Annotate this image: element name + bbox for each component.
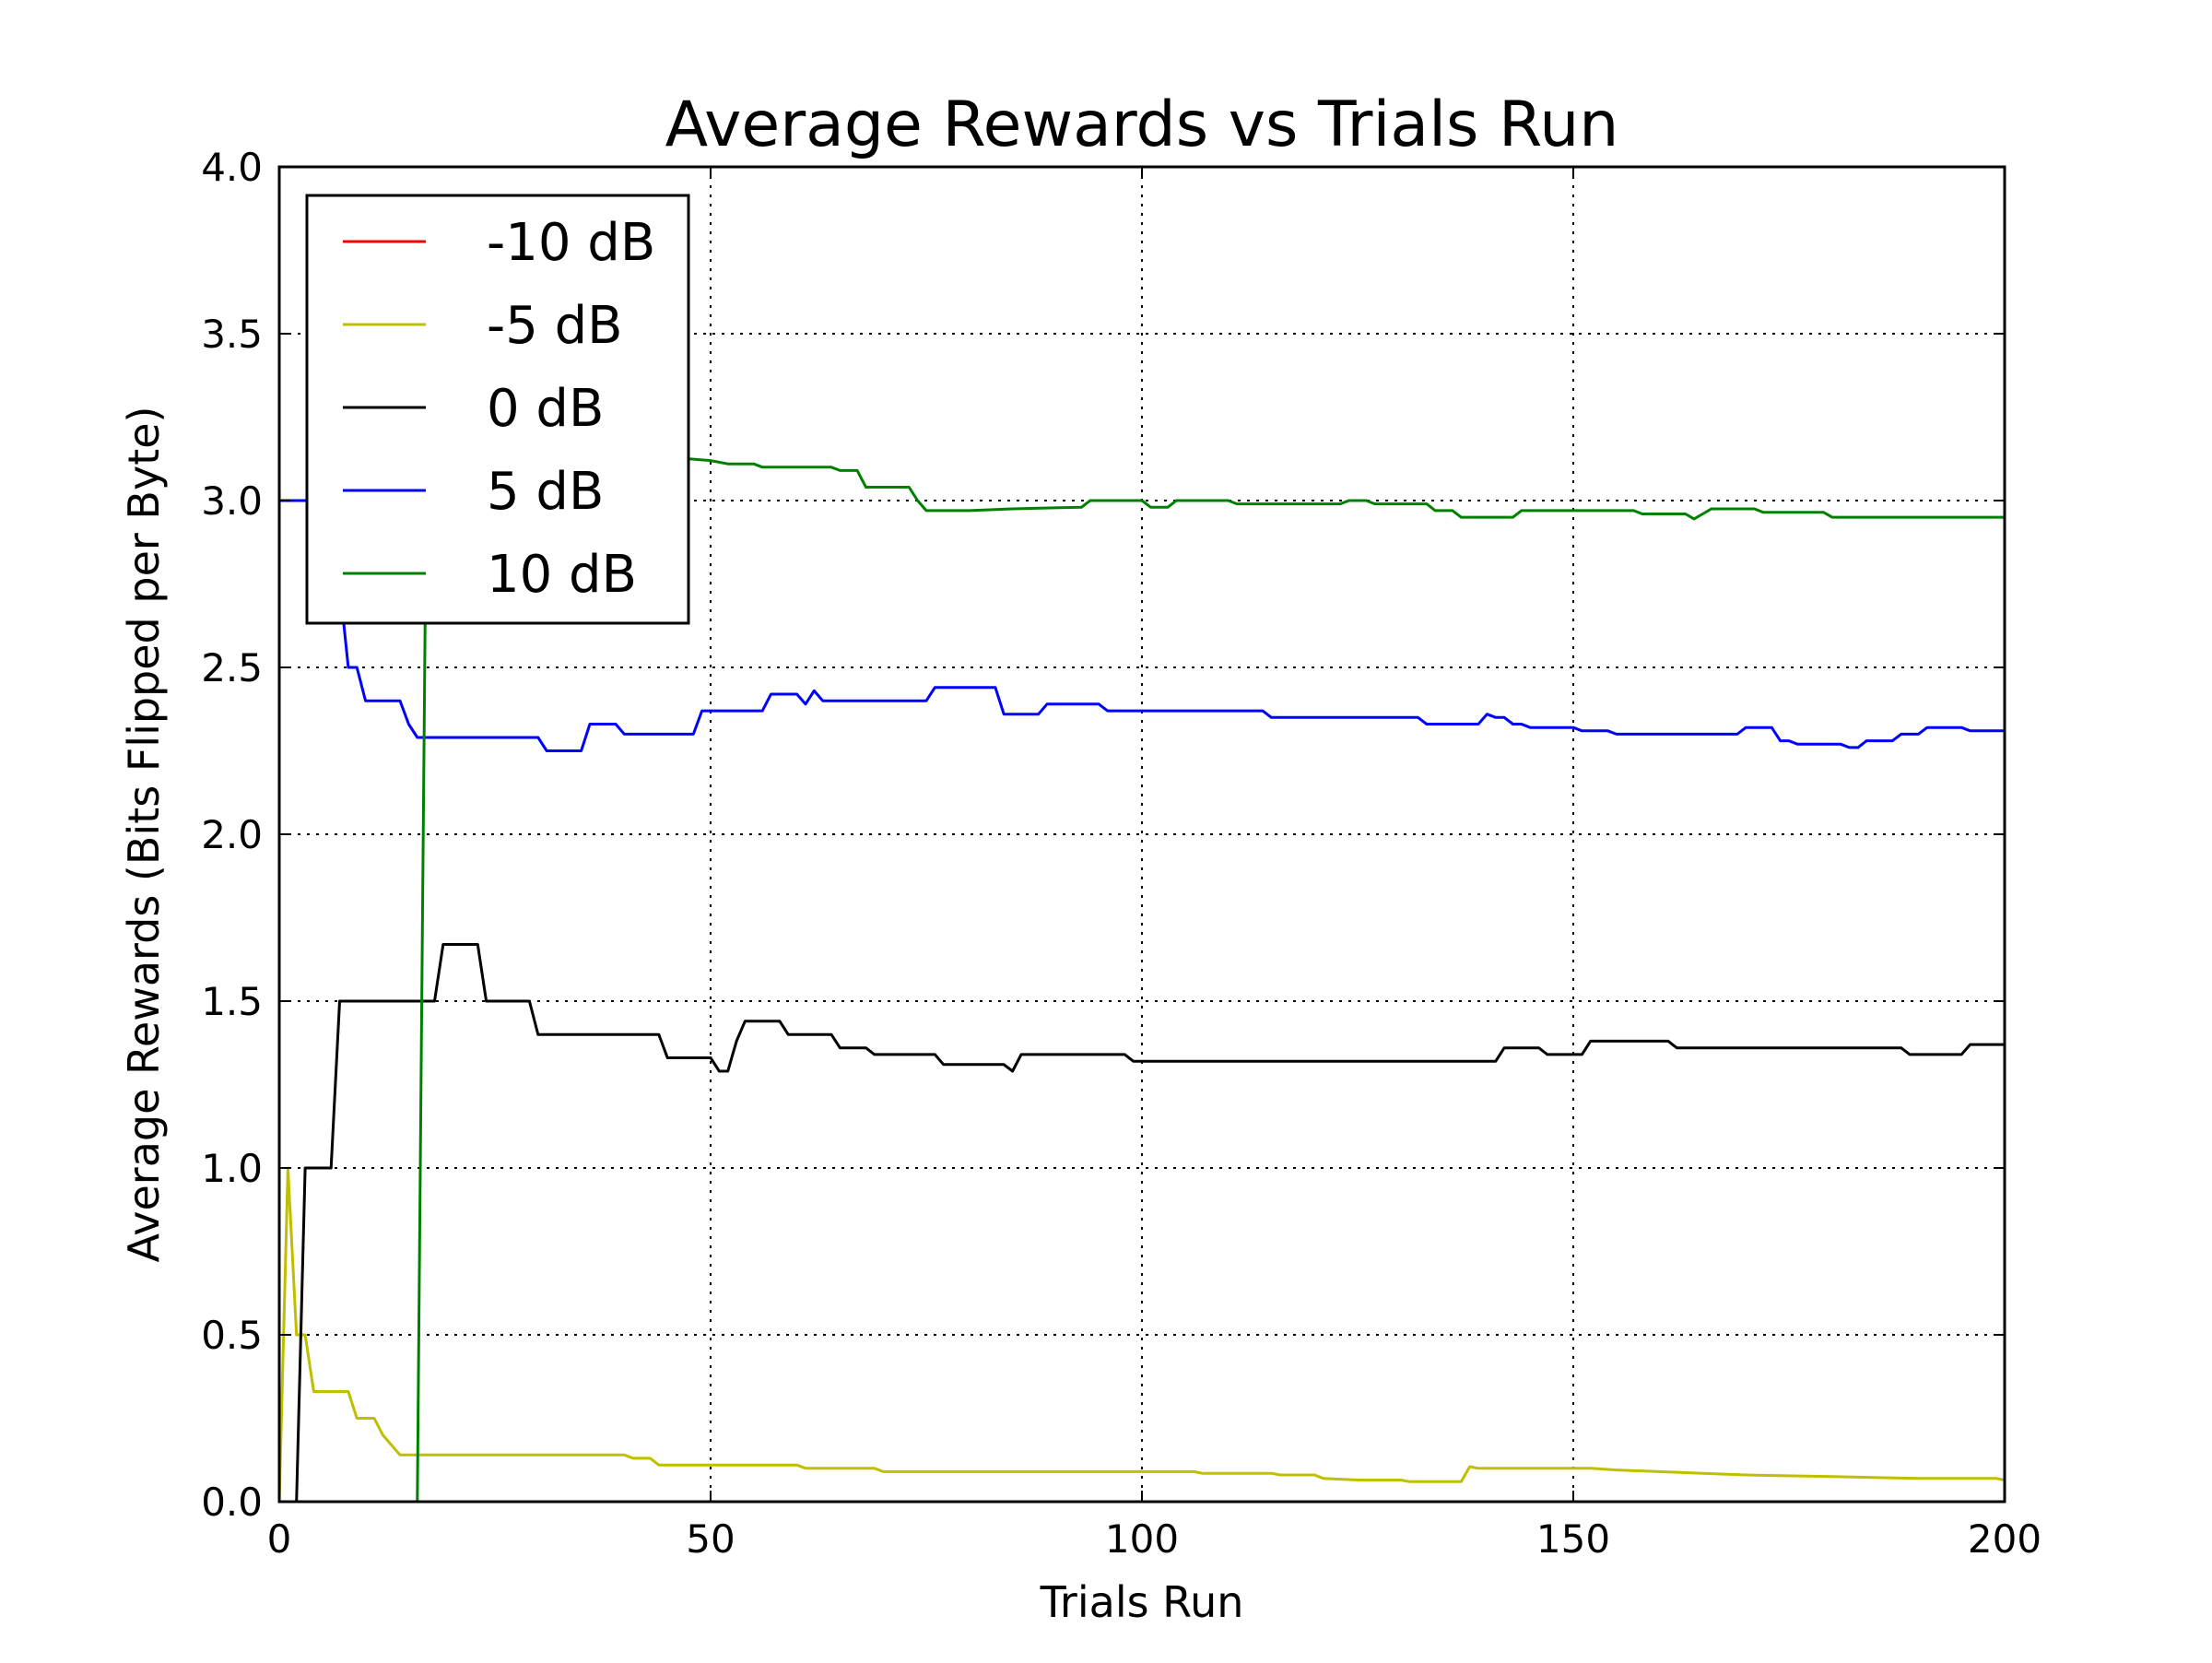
legend-label-10db: 10 dB (487, 545, 637, 605)
series-lines (279, 455, 2005, 1502)
y-tick-label: 0.0 (201, 1480, 263, 1525)
y-tick-label: 0.5 (201, 1313, 263, 1358)
x-tick-label: 0 (267, 1516, 292, 1562)
chart-title: Average Rewards vs Trials Run (665, 88, 1619, 161)
y-tick-label: 1.5 (201, 979, 263, 1024)
legend-label-0db: 0 dB (487, 379, 604, 439)
legend-box (305, 194, 690, 625)
x-tick-label: 200 (1968, 1516, 2041, 1562)
y-tick-label: 1.0 (201, 1146, 263, 1191)
y-tick-label: 3.0 (201, 478, 263, 524)
legend-label-10db: -10 dB (487, 213, 655, 273)
series-line-10db (416, 455, 2005, 1502)
y-axis-label: Average Rewards (Bits Flipped per Byte) (119, 407, 169, 1263)
x-tick-label: 100 (1105, 1516, 1179, 1562)
y-tick-label: 2.0 (201, 812, 263, 857)
series-line-0db (279, 943, 2005, 1502)
series-line-5db (279, 499, 2005, 752)
y-tick-label: 4.0 (201, 145, 263, 190)
series-line-5db (279, 1166, 2005, 1502)
x-tick-label: 50 (686, 1516, 735, 1562)
axis-ticks: 0 50 100 150 200 0.0 0.5 1.0 1.5 2.0 2.5 3.0 3.5 4.0 (201, 145, 2041, 1562)
legend: -10 dB -5 dB 0 dB 5 dB 10 dB (305, 194, 690, 625)
grid (279, 167, 2005, 1502)
legend-label-5db: 5 dB (487, 462, 604, 522)
y-tick-label: 3.5 (201, 312, 263, 357)
legend-label-5db: -5 dB (487, 296, 623, 356)
x-axis-label: Trials Run (1040, 1577, 1244, 1627)
x-tick-label: 150 (1536, 1516, 1610, 1562)
y-tick-label: 2.5 (201, 645, 263, 690)
